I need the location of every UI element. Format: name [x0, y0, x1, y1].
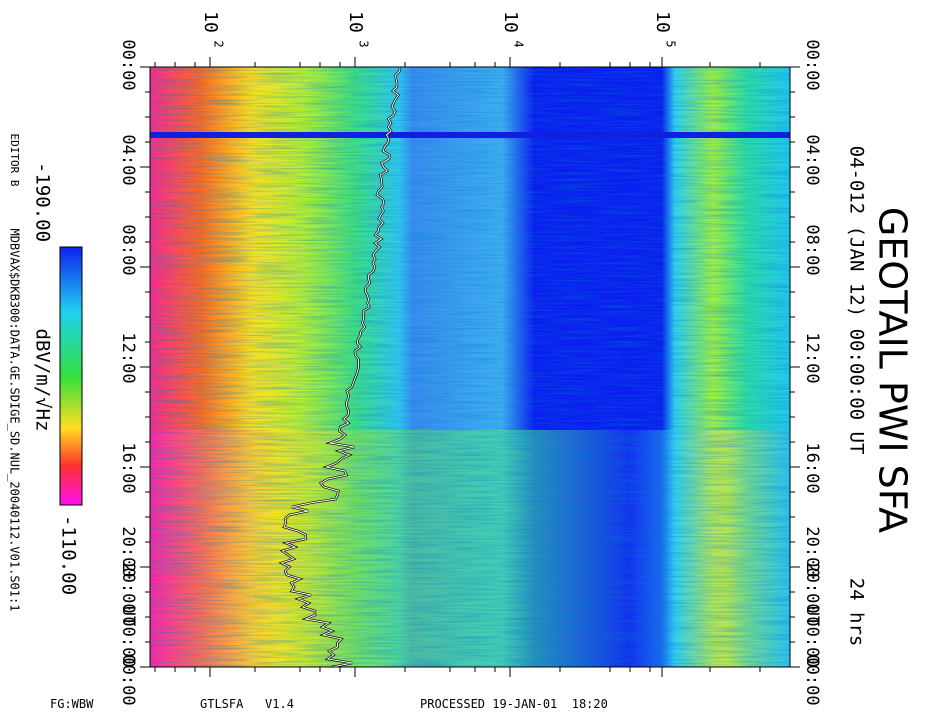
- right-time-label: 08:00: [802, 224, 822, 275]
- right-time-label: 16:00: [802, 442, 822, 493]
- editor: EDITOR B: [8, 134, 21, 187]
- left-time-label: 16:00: [118, 442, 138, 493]
- frequency-base: 10: [200, 11, 221, 33]
- frequency-exponent: 3: [357, 40, 371, 47]
- left-time-label: 08:00: [118, 224, 138, 275]
- frequency-base: 10: [652, 11, 673, 33]
- right-time-label: 00:00: [802, 39, 822, 90]
- right-time-label: 20:00: [802, 562, 822, 613]
- frequency-label: 10 4: [500, 11, 526, 47]
- colorbar-min: -190.00: [32, 162, 54, 242]
- left-time-label: 00:00: [118, 39, 138, 90]
- frequency-exponent: 2: [212, 40, 226, 47]
- colorbar: [59, 246, 83, 506]
- left-time-label: 00:00: [118, 616, 138, 667]
- frequency-label: 10 3: [345, 11, 371, 47]
- right-time-label: 20:00: [802, 526, 822, 577]
- frequency-base: 10: [345, 11, 366, 33]
- footer-program: GTLSFA V1.4: [200, 697, 294, 711]
- spectrogram: [150, 67, 790, 667]
- frequency-label: 10 2: [200, 11, 226, 47]
- title: GEOTAIL PWI SFA: [871, 207, 915, 533]
- right-time-label: 04:00: [802, 134, 822, 185]
- colorbar-max: -110.00: [58, 515, 80, 595]
- frequency-label: 10 5: [652, 11, 678, 47]
- right-time-labels: 00:0004:0008:0012:0016:0020:0020:00UT00:…: [802, 39, 822, 705]
- data-path: MDBVAX$DKB300:DATA.GE.SDIGE_SD.NUL_20040…: [8, 229, 22, 612]
- subtitle: 04-012 (JAN 12) 00:00:00 UT: [846, 146, 868, 455]
- footer-flag: FG:WBW: [50, 697, 94, 711]
- left-time-label: 00:00: [118, 654, 138, 705]
- left-time-label: 12:00: [118, 332, 138, 383]
- left-time-label: UT: [118, 606, 138, 626]
- frequency-base: 10: [500, 11, 521, 33]
- tick-marks: [140, 57, 800, 677]
- left-time-label: 20:00: [118, 526, 138, 577]
- frequency-exponent: 5: [664, 40, 678, 47]
- left-time-labels: 00:0004:0008:0012:0016:0020:0020:00UT00:…: [118, 39, 138, 705]
- right-time-label: 12:00: [802, 332, 822, 383]
- left-time-label: 20:00: [118, 562, 138, 613]
- right-time-label: UT: [802, 606, 822, 626]
- right-time-label: 00:00: [802, 654, 822, 705]
- colorbar-unit: dBV/m/√Hz: [32, 329, 54, 432]
- left-time-label: 04:00: [118, 134, 138, 185]
- footer-processed: PROCESSED 19-JAN-01 18:20: [420, 697, 608, 711]
- right-time-label: 00:00: [802, 616, 822, 667]
- frequency-exponent: 4: [512, 40, 526, 47]
- duration: 24 hrs: [846, 578, 868, 647]
- frequency-labels: 10 2 10 3 10 4 10 5: [200, 11, 678, 47]
